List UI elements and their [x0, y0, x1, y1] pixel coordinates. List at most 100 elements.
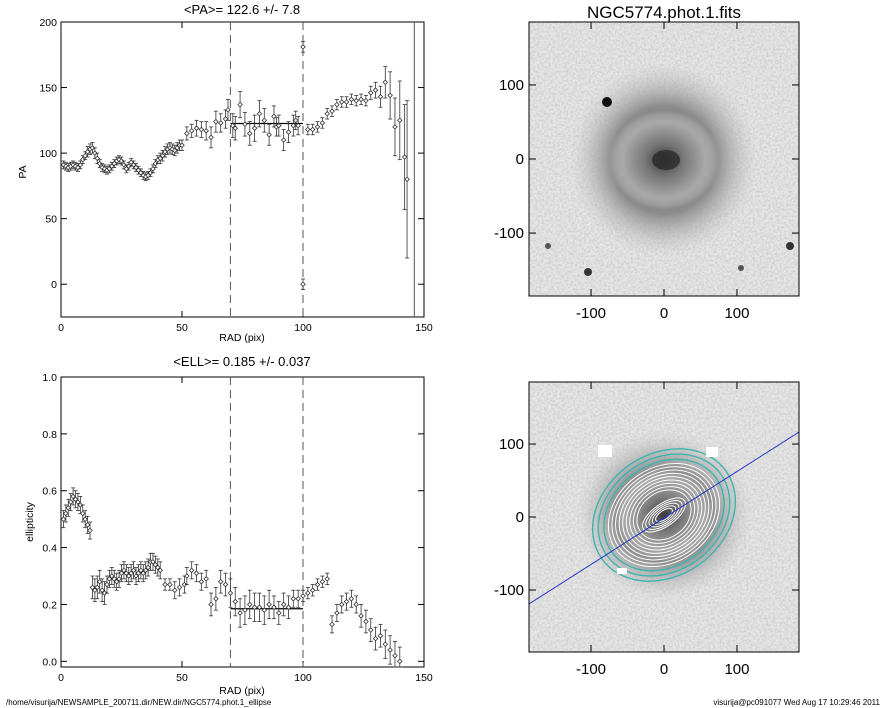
- data-point: [387, 647, 393, 653]
- data-point: [140, 570, 147, 576]
- data-point: [387, 92, 393, 99]
- data-point: [72, 496, 79, 503]
- data-point: [157, 567, 163, 574]
- data-point: [152, 160, 159, 167]
- data-point: [237, 101, 243, 108]
- data-point: [314, 124, 321, 130]
- data-point: [89, 584, 96, 591]
- data-point: [169, 146, 176, 152]
- galaxy-image-panel: NGC5774.phot.1.fits -100 0 100 100 0 -100: [494, 3, 800, 322]
- data-point: [314, 581, 321, 588]
- data-point: [242, 121, 248, 128]
- data-point: [96, 160, 103, 167]
- data-point: [184, 573, 190, 579]
- data-point: [367, 627, 374, 633]
- data-point: [397, 117, 403, 124]
- image-x-tick-label: 100: [724, 305, 749, 322]
- data-point: [213, 595, 219, 602]
- image-x-tick-label: -100: [576, 661, 606, 678]
- data-point: [116, 156, 122, 163]
- data-point: [251, 604, 258, 611]
- data-point: [92, 587, 98, 594]
- data-point: [162, 149, 168, 155]
- pa-chart-marks: [60, 22, 415, 317]
- ellipse-overlay-image: [529, 382, 799, 652]
- data-point: [123, 570, 130, 576]
- data-point: [203, 128, 209, 134]
- image-x-tick-label: 0: [660, 305, 668, 322]
- y-tick-label: 200: [39, 17, 57, 29]
- data-point: [232, 125, 239, 131]
- image-y-tick-label: 100: [499, 436, 524, 453]
- data-point: [227, 590, 234, 596]
- data-point: [92, 150, 98, 156]
- x-tick-label: 100: [294, 672, 312, 684]
- data-point: [338, 99, 345, 105]
- isophote-contour: [651, 505, 677, 525]
- galaxy-image: [529, 22, 799, 296]
- pa-chart-ticks: 0 50 100 150 0 50 100 150 200: [39, 17, 432, 334]
- data-point: [150, 559, 156, 565]
- data-point: [217, 120, 224, 126]
- data-point: [203, 576, 209, 582]
- data-point: [246, 601, 253, 608]
- data-point: [135, 570, 142, 576]
- data-point: [358, 613, 364, 619]
- data-point: [309, 126, 316, 133]
- data-point: [358, 96, 364, 103]
- data-point: [392, 652, 398, 659]
- pa-chart-xlabel: RAD (pix): [219, 332, 265, 344]
- data-point: [319, 578, 326, 585]
- data-point: [118, 158, 125, 164]
- data-point: [171, 587, 178, 594]
- data-point: [133, 573, 139, 579]
- data-point: [285, 604, 292, 611]
- data-point: [94, 155, 101, 162]
- ell-chart-ylabel: ellipticity: [24, 501, 36, 541]
- data-point: [94, 584, 101, 591]
- data-point: [213, 118, 219, 125]
- data-point: [334, 101, 340, 108]
- data-point: [300, 281, 306, 287]
- data-point: [208, 134, 214, 141]
- data-point: [179, 142, 185, 149]
- data-point: [89, 145, 96, 151]
- image1-ticks: -100 0 100 100 0 -100: [494, 22, 799, 322]
- data-point: [305, 126, 311, 133]
- data-point: [80, 156, 86, 163]
- data-point: [84, 149, 91, 155]
- data-point: [324, 111, 330, 117]
- y-tick-label: 0.0: [42, 656, 57, 668]
- data-point: [367, 90, 374, 96]
- data-point: [174, 145, 180, 151]
- data-point: [188, 567, 195, 574]
- image-title: NGC5774.phot.1.fits: [587, 3, 741, 22]
- data-point: [171, 147, 178, 154]
- data-point: [363, 97, 369, 104]
- data-point: [397, 658, 403, 665]
- data-point: [309, 587, 316, 594]
- data-point: [116, 576, 122, 582]
- pa-direction-line: [529, 431, 799, 605]
- data-point: [271, 604, 277, 611]
- image2-ticks: -100 0 100 100 0 -100: [494, 382, 799, 678]
- data-point: [113, 578, 120, 585]
- data-point: [276, 122, 282, 129]
- footer-path: /home/visurija/NEWSAMPLE_200711.dir/NEW.…: [6, 698, 272, 707]
- y-tick-label: 150: [39, 83, 57, 95]
- isophote-contour: [648, 502, 680, 528]
- data-point: [343, 598, 350, 605]
- data-point: [280, 137, 287, 143]
- data-point: [285, 129, 292, 135]
- data-point: [198, 578, 205, 585]
- pa-chart-title: <PA>= 122.6 +/- 7.8: [184, 2, 300, 17]
- data-point: [63, 510, 69, 517]
- data-point: [353, 601, 360, 608]
- data-point: [222, 581, 229, 588]
- data-point: [292, 117, 299, 124]
- data-point: [82, 516, 88, 522]
- isophote-contour: [622, 476, 706, 554]
- pa-chart-ylabel: PA: [17, 165, 29, 178]
- data-point: [104, 581, 110, 588]
